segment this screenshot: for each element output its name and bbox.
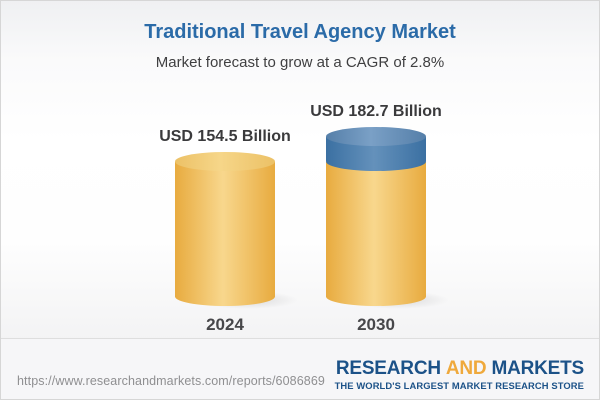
chart-title: Traditional Travel Agency Market [144,21,456,43]
year-label-2024: 2024 [206,315,244,334]
year-label-2030: 2030 [357,315,395,334]
bar-2030-top-cap [326,127,426,147]
value-label-2030: USD 182.7 Billion [310,103,442,121]
logo-tagline: THE WORLD'S LARGEST MARKET RESEARCH STOR… [334,379,584,391]
logo-word-research: RESEARCH [335,357,441,379]
research-and-markets-logo: RESEARCH AND MARKETS THE WORLD'S LARGEST… [334,359,585,391]
bar-2024-top-cap [175,152,275,171]
report-url[interactable]: https://www.researchandmarkets.com/repor… [17,374,325,388]
logo-word-markets: MARKETS [491,357,584,379]
bar-2024-gold-body [175,161,275,297]
logo-wordmark: RESEARCH AND MARKETS [335,359,584,378]
logo-word-and: AND [445,357,487,379]
bar-2030-gold-body [326,161,426,297]
chart-subtitle: Market forecast to grow at a CAGR of 2.8… [155,54,445,71]
value-label-2024: USD 154.5 Billion [159,128,291,145]
footer-bar: https://www.researchandmarkets.com/repor… [1,338,599,399]
